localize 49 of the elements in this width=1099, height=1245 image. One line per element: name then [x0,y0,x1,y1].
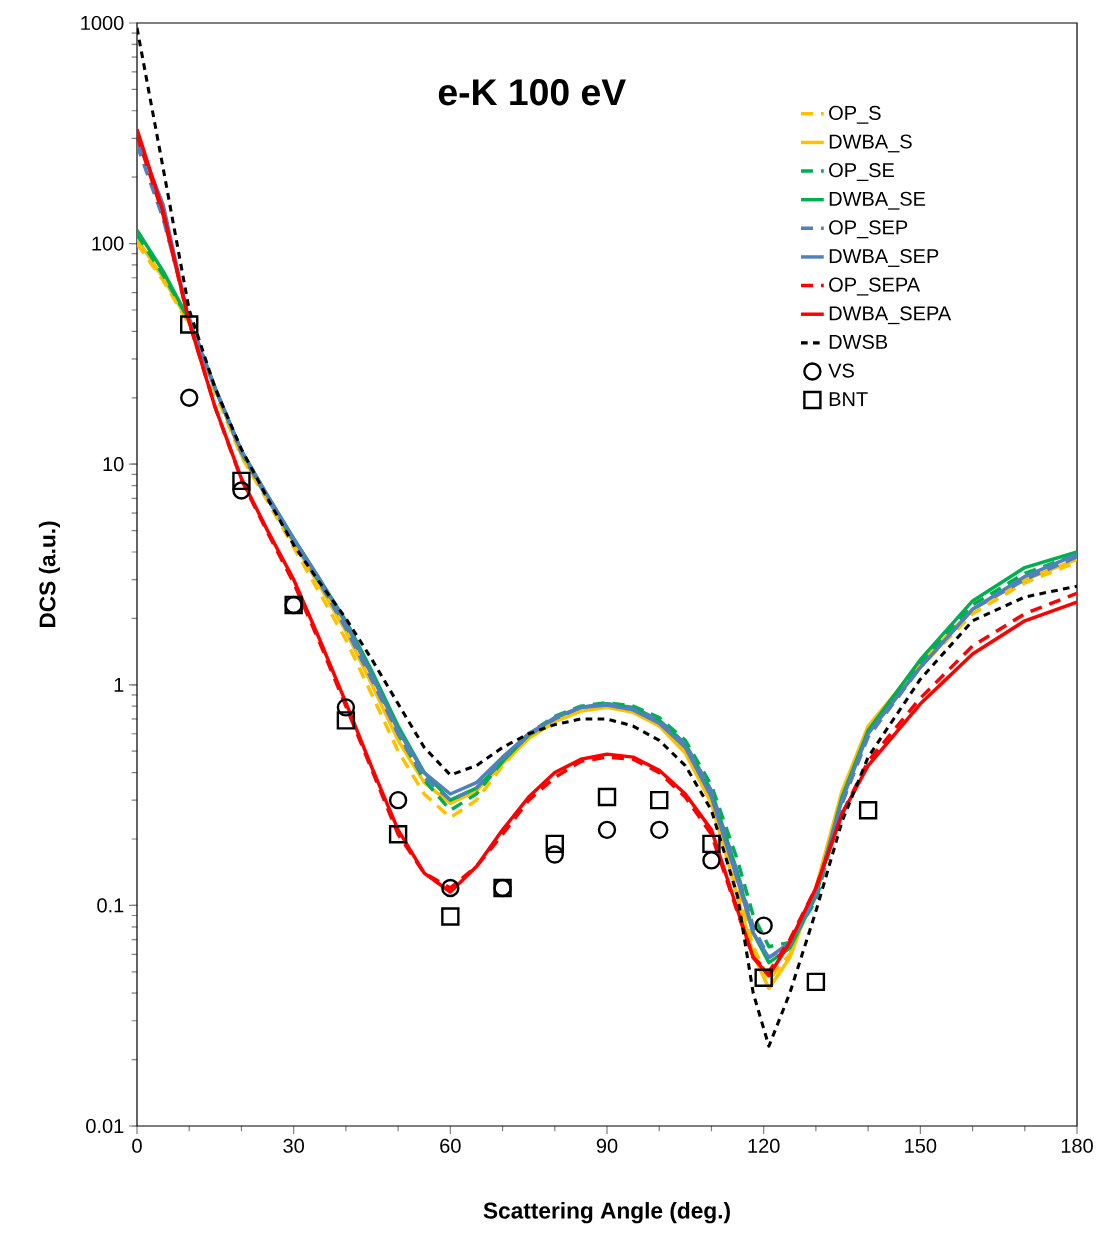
point [545,834,564,854]
point [597,820,617,840]
y-axis-title: DCS (a.u.) [38,521,60,628]
legend-label: OP_SEPA [829,277,921,296]
x-tick-label: 0 [132,1138,142,1153]
point [336,711,356,730]
x-tick-label: 150 [905,1138,937,1153]
legend-label: BNT [829,392,868,406]
point [180,388,199,407]
x-tick-label: 120 [748,1138,780,1153]
legend-label: DWBA_SEP [829,248,939,267]
x-tick-label: 180 [1061,1138,1093,1153]
y-tick-label: 100 [92,236,124,251]
y-tick-label: 1 [114,677,124,692]
point [180,315,199,334]
legend-label: DWBA_SE [829,191,926,210]
point [806,972,826,992]
point [702,834,721,854]
y-tick-label: 1000 [81,15,124,31]
point [754,968,773,987]
point [754,916,773,935]
point [232,481,251,500]
point [545,845,564,864]
y-tick-label: 0.1 [97,898,124,913]
y-tick-label: 0.01 [86,1118,124,1134]
x-tick-label: 60 [440,1138,461,1153]
x-tick-label: 30 [283,1138,304,1153]
point [232,471,251,491]
x-tick-label: 90 [596,1138,618,1153]
point [336,698,356,717]
text: e-K 100 eV [438,79,626,106]
point [388,825,408,844]
point [858,801,878,820]
point [597,787,617,807]
point [441,907,460,926]
point [388,790,408,810]
legend-label: DWBA_S [829,134,912,153]
x-axis-title: Scattering Angle (deg.) [483,1202,730,1224]
point [441,878,460,898]
legend-label: OP_SEP [829,220,908,239]
point [650,820,669,840]
legend-label: DWBA_SEPA [829,306,952,325]
legend-label: DWSB [829,334,888,350]
legend-label: OP_SE [829,163,895,182]
y-tick-label: 10 [103,457,124,472]
point [650,790,669,810]
point [702,851,721,870]
legend-label: OP_S [829,105,881,124]
legend-label: VS [828,363,854,378]
